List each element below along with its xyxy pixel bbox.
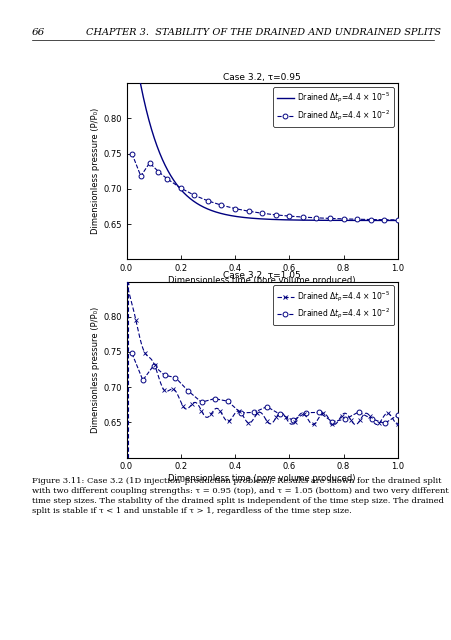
Title: Case 3.2, τ=0.95: Case 3.2, τ=0.95 xyxy=(223,73,300,82)
Title: Case 3.2, τ=1.05: Case 3.2, τ=1.05 xyxy=(223,271,300,280)
X-axis label: Dimensionless time (pore volume produced): Dimensionless time (pore volume produced… xyxy=(168,276,355,285)
X-axis label: Dimensionless time (pore volume produced): Dimensionless time (pore volume produced… xyxy=(168,474,355,483)
Text: 66: 66 xyxy=(32,28,45,37)
Text: Figure 3.11: Case 3.2 (1D injection–production problem). Results are shown for t: Figure 3.11: Case 3.2 (1D injection–prod… xyxy=(32,477,447,515)
Legend: Drained $\Delta t_p$=4.4 $\times$ 10$^{-5}$, Drained $\Delta t_p$=4.4 $\times$ 1: Drained $\Delta t_p$=4.4 $\times$ 10$^{-… xyxy=(272,285,393,325)
Text: CHAPTER 3.  STABILITY OF THE DRAINED AND UNDRAINED SPLITS: CHAPTER 3. STABILITY OF THE DRAINED AND … xyxy=(86,28,440,37)
Legend: Drained $\Delta t_p$=4.4 $\times$ 10$^{-5}$, Drained $\Delta t_p$=4.4 $\times$ 1: Drained $\Delta t_p$=4.4 $\times$ 10$^{-… xyxy=(272,87,393,127)
Y-axis label: Dimensionless pressure (P/P₀): Dimensionless pressure (P/P₀) xyxy=(91,108,100,234)
Y-axis label: Dimensionless pressure (P/P₀): Dimensionless pressure (P/P₀) xyxy=(91,307,100,433)
